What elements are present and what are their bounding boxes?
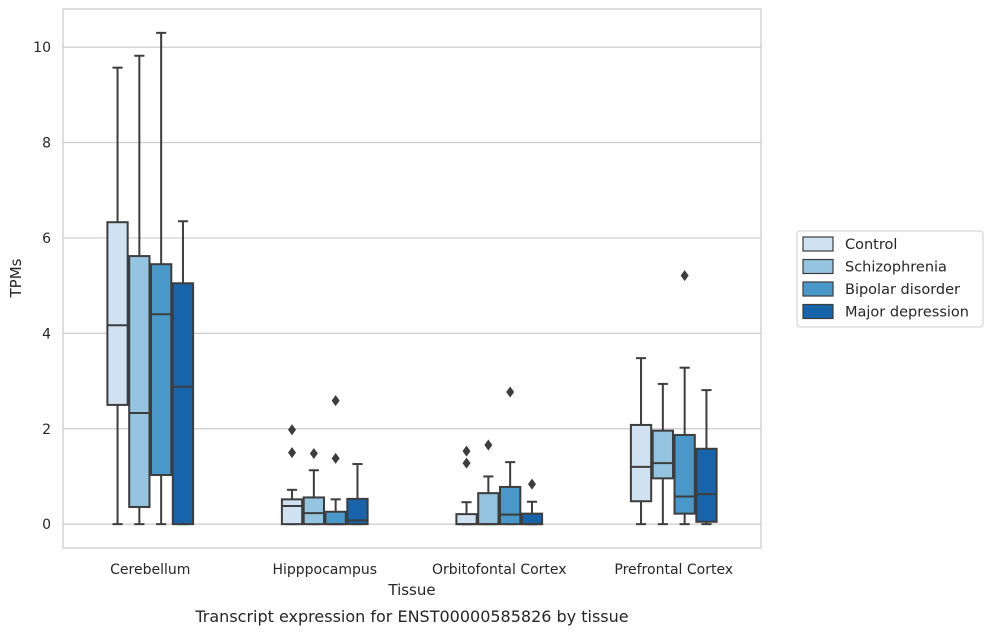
y-tick-labels: 0 2 4 6 8 10 — [33, 40, 51, 533]
legend-swatch — [802, 258, 834, 275]
y-tick-label: 4 — [42, 326, 51, 342]
y-axis-label: TPMs — [7, 258, 25, 298]
box-plot — [455, 445, 478, 526]
outlier-point — [680, 270, 689, 282]
box-plot — [171, 220, 195, 526]
legend: Control Schizophrenia Bipolar disorder Majo… — [796, 230, 984, 328]
box — [629, 423, 653, 503]
box — [106, 221, 129, 406]
box-plot — [302, 448, 325, 526]
outlier-point — [288, 447, 297, 459]
box-plot — [651, 382, 674, 526]
outlier-point — [331, 395, 340, 407]
outlier-point — [288, 424, 297, 436]
x-tick-label: Hipppocampus — [272, 562, 377, 578]
box-plot — [673, 270, 696, 526]
legend-label: Major depression — [845, 305, 969, 321]
box — [302, 496, 325, 526]
box-plot — [280, 424, 304, 526]
x-tick-label: Cerebellum — [110, 562, 190, 578]
box-plot — [106, 66, 129, 526]
legend-label: Control — [845, 237, 897, 253]
outlier-point — [527, 478, 536, 490]
box — [499, 485, 522, 526]
outlier-point — [506, 386, 515, 398]
box — [455, 513, 478, 526]
box — [150, 263, 173, 477]
x-axis-label: Tissue — [387, 581, 435, 599]
box-plot — [629, 357, 653, 526]
legend-label: Bipolar disorder — [845, 282, 960, 298]
legend-frame — [796, 230, 984, 328]
y-tick-label: 6 — [42, 231, 51, 247]
box — [346, 497, 369, 526]
box-plot — [499, 386, 522, 526]
box — [695, 447, 718, 523]
legend-label: Schizophrenia — [845, 260, 947, 276]
box-plots — [106, 31, 718, 526]
box-plot — [346, 463, 369, 526]
y-tick-label: 10 — [33, 40, 51, 56]
outlier-point — [331, 452, 340, 464]
x-tick-labels: Cerebellum Hipppocampus Orbitofontal Corte… — [110, 562, 733, 578]
legend-swatch — [802, 281, 834, 297]
box-plot — [324, 395, 347, 526]
y-tick-label: 2 — [42, 422, 51, 438]
outlier-point — [462, 457, 471, 469]
legend-swatch — [802, 236, 834, 252]
box — [324, 510, 347, 526]
box — [651, 429, 674, 480]
box-plot — [477, 439, 500, 526]
y-tick-label: 8 — [42, 136, 51, 152]
box — [280, 498, 304, 526]
outlier-point — [309, 448, 318, 460]
y-tick-label: 0 — [42, 517, 51, 533]
outlier-point — [484, 439, 493, 451]
legend-swatch — [802, 303, 834, 320]
plot-frame — [62, 8, 762, 549]
chart-caption: Transcript expression for ENST0000058582… — [194, 607, 628, 626]
box — [171, 282, 195, 526]
box — [673, 433, 696, 515]
x-tick-label: Prefrontal Cortex — [614, 562, 733, 578]
box-plot — [150, 31, 173, 526]
box-plot — [695, 389, 718, 526]
x-tick-label: Orbitofontal Cortex — [432, 562, 567, 578]
box-plot — [520, 478, 544, 526]
box — [477, 492, 500, 526]
box — [128, 255, 151, 508]
box-plot — [128, 54, 151, 526]
box — [520, 512, 544, 526]
outlier-point — [462, 445, 471, 457]
